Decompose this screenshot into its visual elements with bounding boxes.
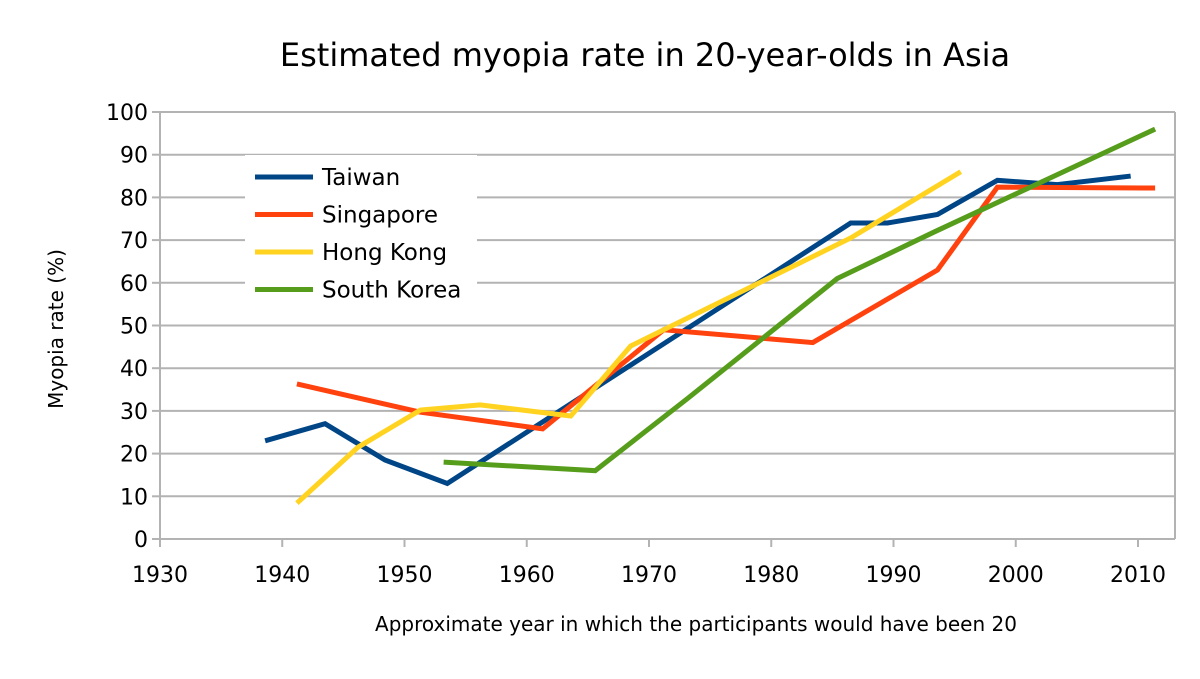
y-tick-label: 30 <box>120 400 148 425</box>
y-tick-label: 50 <box>120 315 148 340</box>
series-line-south-korea <box>443 126 1157 474</box>
y-tick-label: 80 <box>120 186 148 211</box>
y-tick-label: 60 <box>120 272 148 297</box>
legend-label-hong-kong: Hong Kong <box>322 240 447 266</box>
y-tick-label: 20 <box>120 443 148 468</box>
y-tick-label: 70 <box>120 229 148 254</box>
chart-title: Estimated myopia rate in 20-year-olds in… <box>280 36 1010 74</box>
series-line-singapore <box>296 184 1156 432</box>
y-tick-label: 10 <box>120 485 148 510</box>
x-axis-label: Approximate year in which the participan… <box>375 612 1017 636</box>
y-tick-label: 40 <box>120 357 148 382</box>
legend-background <box>245 155 477 305</box>
y-tick-label: 90 <box>120 144 148 169</box>
series-line-hong-kong <box>295 169 963 505</box>
x-tick-label: 1980 <box>743 563 799 588</box>
x-tick-label: 2000 <box>988 563 1044 588</box>
series-line-taiwan <box>264 173 1131 487</box>
y-tick-label: 0 <box>134 528 148 553</box>
x-tick-label: 1990 <box>866 563 922 588</box>
x-tick-label: 2010 <box>1110 563 1166 588</box>
legend: Taiwan Singapore Hong Kong South Korea <box>245 155 477 305</box>
x-tick-label: 1950 <box>377 563 433 588</box>
x-tick-label: 1930 <box>132 563 188 588</box>
x-tick-label: 1960 <box>499 563 555 588</box>
legend-label-taiwan: Taiwan <box>321 165 400 191</box>
y-tick-label: 100 <box>106 101 148 126</box>
x-tick-label: 1970 <box>621 563 677 588</box>
legend-label-south-korea: South Korea <box>322 278 461 304</box>
y-axis-label: Myopia rate (%) <box>44 249 68 409</box>
x-tick-label: 1940 <box>254 563 310 588</box>
legend-label-singapore: Singapore <box>322 203 438 229</box>
